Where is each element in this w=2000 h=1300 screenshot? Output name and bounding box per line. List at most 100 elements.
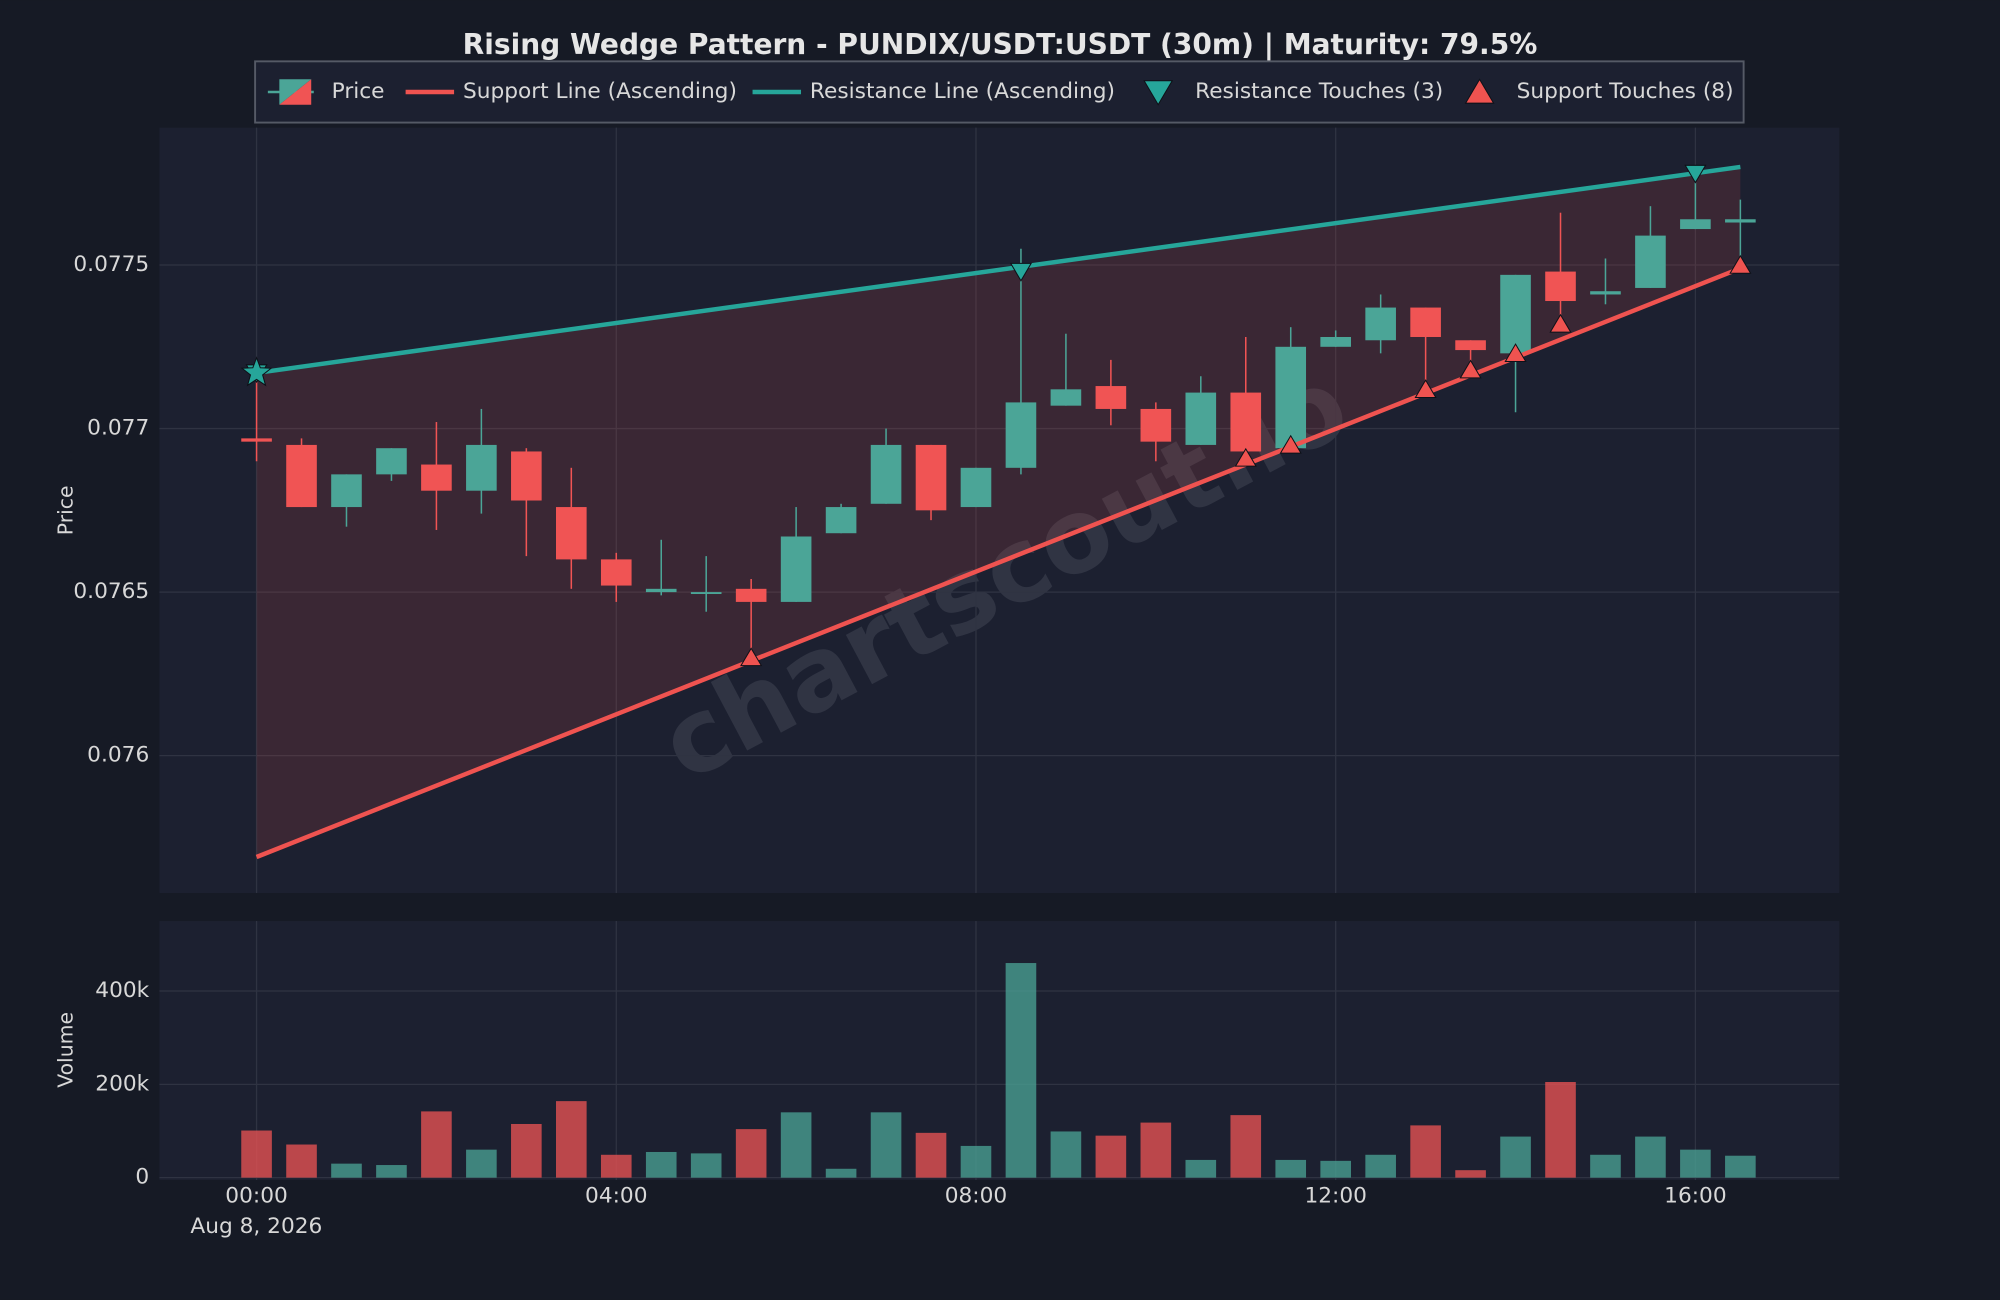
touch-marker	[1234, 447, 1257, 467]
volume-bar	[1005, 963, 1037, 1178]
candle-body	[915, 444, 947, 511]
candle-body	[1635, 235, 1666, 288]
candle-body	[735, 588, 767, 602]
volume-bar	[1365, 1154, 1396, 1178]
volume-bar	[960, 1145, 992, 1178]
candle-body	[556, 507, 587, 560]
volume-bar	[1050, 1131, 1082, 1178]
volume-bar	[466, 1149, 497, 1178]
candle-body	[421, 464, 452, 491]
touch-marker	[1279, 434, 1302, 454]
candle-body	[1095, 386, 1127, 409]
candle-body	[825, 507, 857, 534]
volume-bar	[600, 1154, 632, 1178]
candle-body	[645, 588, 677, 593]
volume-bar	[511, 1123, 542, 1178]
start-marker	[240, 356, 273, 387]
y-axis-label: Price	[53, 485, 77, 535]
volume-bar	[645, 1151, 677, 1178]
volume-bar	[241, 1130, 272, 1178]
price-panel	[159, 127, 1840, 893]
volume-bar	[780, 1112, 812, 1178]
volume-bar	[331, 1163, 362, 1178]
volume-bar	[1410, 1125, 1441, 1178]
volume-bar	[825, 1168, 857, 1178]
volume-bar	[1545, 1082, 1576, 1178]
volume-bar	[870, 1112, 902, 1178]
touch-marker	[1504, 343, 1527, 363]
trend-line	[255, 266, 1742, 860]
legend-label: Support Line (Ascending)	[463, 79, 737, 104]
volume-bar	[286, 1144, 317, 1178]
candle-body	[1680, 219, 1711, 230]
volume-bar	[1455, 1170, 1486, 1178]
volume-bar	[1140, 1122, 1172, 1178]
volume-bar	[1635, 1136, 1666, 1178]
candle-body	[376, 448, 407, 475]
candle-body	[1005, 402, 1037, 468]
y-tick-label: 0.0775	[73, 252, 149, 277]
touch-marker	[1459, 359, 1482, 379]
candle-body	[1500, 274, 1531, 354]
candle-body	[1725, 219, 1756, 223]
candle-body	[466, 444, 497, 491]
candle-body	[1050, 389, 1082, 406]
candle-body	[1320, 336, 1351, 347]
x-date-label: Aug 8, 2026	[190, 1214, 322, 1239]
volume-bar	[421, 1111, 452, 1178]
volume-bar	[1185, 1159, 1217, 1178]
candle-body	[1590, 291, 1621, 295]
x-tick-label: 16:00	[1664, 1184, 1726, 1209]
touch-marker	[1729, 254, 1752, 274]
volume-bar	[1230, 1115, 1262, 1178]
volume-tick-label: 0	[135, 1165, 149, 1190]
candle-body	[1365, 307, 1396, 341]
legend-label: Resistance Touches (3)	[1195, 79, 1443, 104]
volume-bar	[556, 1101, 587, 1178]
legend-label: Support Touches (8)	[1517, 79, 1734, 104]
x-tick-label: 04:00	[585, 1184, 647, 1209]
y-tick-label: 0.0765	[73, 579, 149, 604]
candle-body	[286, 444, 317, 508]
volume-bar	[1725, 1155, 1756, 1178]
volume-bar	[1680, 1149, 1711, 1178]
touch-marker	[1684, 164, 1707, 184]
candle-body	[511, 451, 542, 501]
volume-bar	[1095, 1135, 1127, 1178]
legend-icon	[1143, 80, 1174, 106]
candle-body	[331, 474, 362, 508]
touch-marker	[740, 647, 763, 667]
candle-body	[1230, 392, 1262, 452]
touch-marker	[1009, 262, 1033, 282]
volume-tick-label: 200k	[95, 1071, 149, 1096]
volume-bar	[1590, 1154, 1621, 1178]
volume-bar	[915, 1132, 947, 1178]
volume-bar	[1320, 1160, 1351, 1178]
y-tick-label: 0.077	[87, 416, 149, 441]
touch-marker	[1414, 379, 1437, 398]
volume-panel	[159, 921, 1840, 1180]
touch-marker	[1549, 313, 1572, 333]
legend-label: Resistance Line (Ascending)	[810, 79, 1115, 104]
candle-body	[1410, 307, 1441, 337]
candle-body	[600, 559, 632, 586]
legend-label: Price	[332, 79, 385, 104]
x-tick-label: 12:00	[1304, 1184, 1366, 1209]
legend-box	[254, 60, 1745, 124]
candle-body	[1185, 392, 1217, 445]
chart-title: Rising Wedge Pattern - PUNDIX/USDT:USDT …	[463, 28, 1538, 61]
volume-bar	[1500, 1136, 1531, 1178]
candle-body	[780, 536, 812, 602]
candle-body	[690, 592, 722, 595]
x-tick-label: 00:00	[225, 1184, 287, 1209]
volume-bar	[1275, 1159, 1307, 1178]
candle-body	[870, 444, 902, 504]
volume-axis-label: Volume	[53, 1012, 77, 1088]
volume-bar	[735, 1129, 767, 1178]
candle-body	[241, 438, 272, 442]
volume-bar	[376, 1165, 407, 1178]
trend-line	[256, 164, 1741, 376]
candle-body	[960, 467, 992, 508]
